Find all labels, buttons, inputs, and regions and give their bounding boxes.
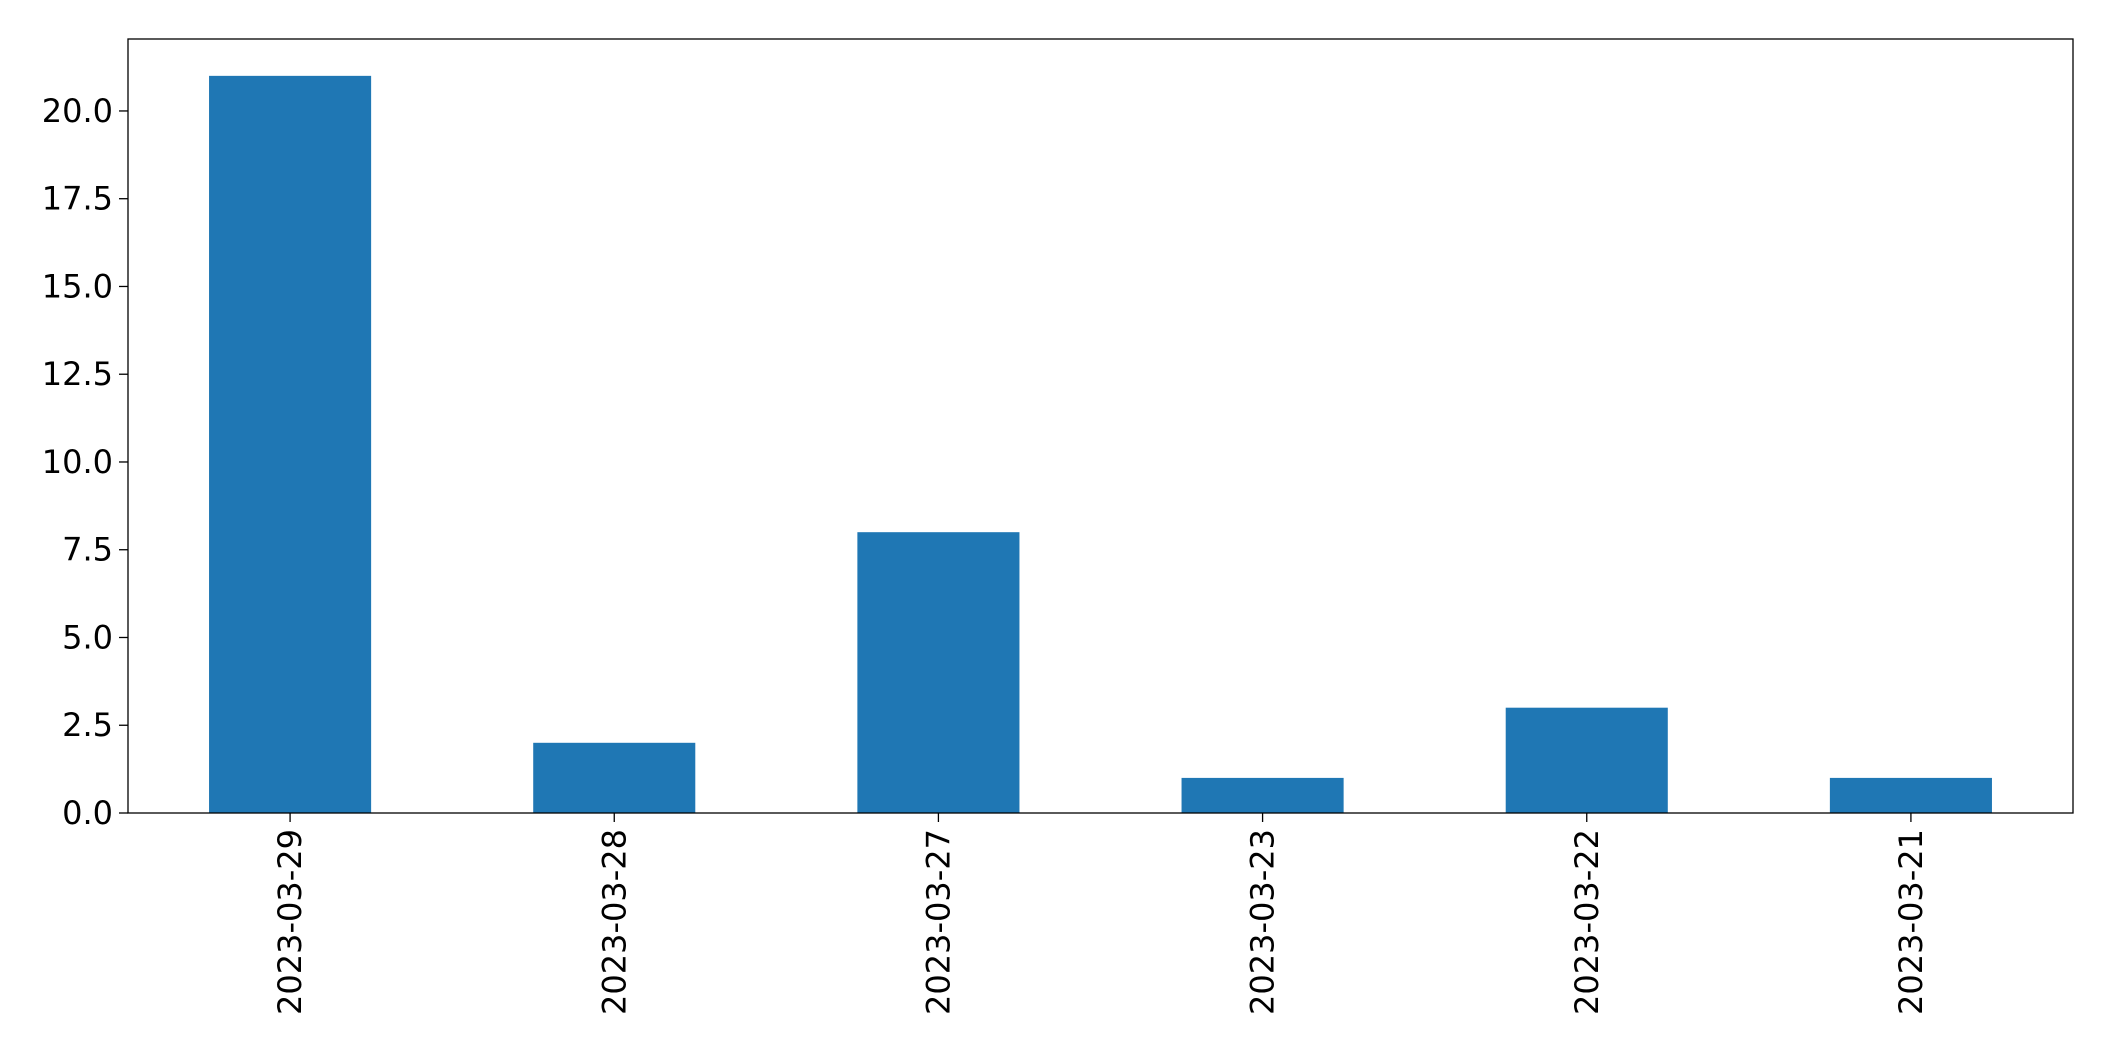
x-tick-label: 2023-03-22 bbox=[1568, 829, 1606, 1015]
y-axis: 0.0 2.5 5.0 7.5 10.0 12.5 15.0 17.5 20.0 bbox=[42, 92, 128, 832]
bar-2023-03-27 bbox=[857, 532, 1020, 813]
bar-2023-03-28 bbox=[533, 742, 696, 813]
y-tick-label: 12.5 bbox=[42, 355, 113, 393]
x-axis: 2023-03-29 2023-03-28 2023-03-27 2023-03-23… bbox=[271, 813, 1930, 1015]
bar-2023-03-22 bbox=[1505, 707, 1668, 813]
y-tick-label: 2.5 bbox=[62, 706, 113, 744]
y-tick-label: 10.0 bbox=[42, 443, 113, 481]
y-tick-label: 17.5 bbox=[42, 180, 113, 218]
x-tick-label: 2023-03-27 bbox=[919, 829, 957, 1015]
y-tick-label: 20.0 bbox=[42, 92, 113, 130]
x-tick-label: 2023-03-28 bbox=[595, 829, 633, 1015]
bars-layer bbox=[209, 75, 1992, 814]
y-tick-label: 15.0 bbox=[42, 267, 113, 305]
y-tick-label: 0.0 bbox=[62, 794, 113, 832]
bar-2023-03-29 bbox=[209, 75, 372, 814]
x-tick-label: 2023-03-23 bbox=[1244, 829, 1282, 1015]
bar-2023-03-21 bbox=[1829, 777, 1992, 813]
y-tick-label: 5.0 bbox=[62, 618, 113, 656]
x-tick-label: 2023-03-21 bbox=[1892, 829, 1930, 1015]
x-tick-label: 2023-03-29 bbox=[271, 829, 309, 1015]
bar-2023-03-23 bbox=[1181, 777, 1344, 813]
y-tick-label: 7.5 bbox=[62, 531, 113, 569]
plot-frame bbox=[127, 38, 2074, 814]
